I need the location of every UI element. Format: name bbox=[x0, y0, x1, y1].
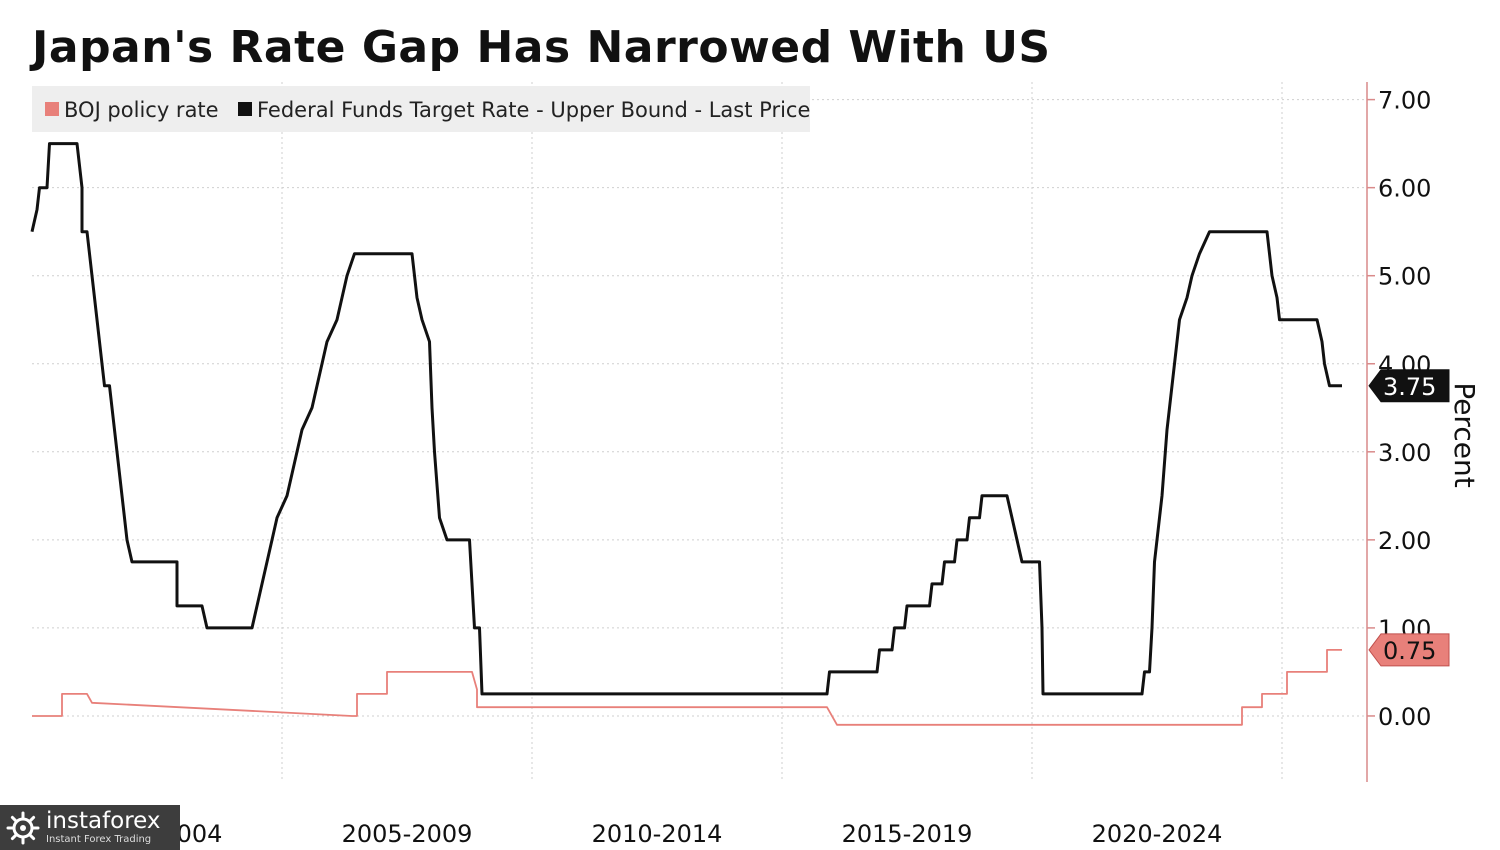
y-tick-label: 0.00 bbox=[1378, 703, 1431, 731]
chart-title: Japan's Rate Gap Has Narrowed With US bbox=[32, 22, 1051, 73]
y-tick-label: 7.00 bbox=[1378, 87, 1431, 115]
x-tick-label: 2005-2009 bbox=[342, 820, 473, 848]
x-axis-labels: 2000-20042005-20092010-20142015-20192020… bbox=[92, 820, 1223, 848]
grid-lines bbox=[32, 82, 1367, 782]
watermark-logo: instaforex Instant Forex Trading bbox=[0, 805, 180, 850]
last-value-badges: 0.75 3.75 bbox=[1368, 369, 1450, 667]
badge-value-boj: 0.75 bbox=[1383, 637, 1436, 665]
x-tick-label: 2015-2019 bbox=[842, 820, 973, 848]
y-axis: 0.001.002.003.004.005.006.007.00 bbox=[1366, 82, 1431, 782]
watermark-tagline: Instant Forex Trading bbox=[46, 834, 152, 845]
badge-fed bbox=[1368, 369, 1450, 403]
legend-background bbox=[32, 86, 810, 132]
instaforex-logo-icon bbox=[6, 811, 40, 844]
legend: BOJ policy rate Federal Funds Target Rat… bbox=[32, 86, 810, 132]
y-tick-label: 6.00 bbox=[1378, 175, 1431, 203]
legend-swatch-fed bbox=[238, 102, 252, 116]
y-tick-label: 3.00 bbox=[1378, 439, 1431, 467]
series-lines bbox=[30, 142, 1342, 726]
legend-label-boj: BOJ policy rate bbox=[64, 98, 219, 122]
x-tick-label: 2020-2024 bbox=[1092, 820, 1223, 848]
y-tick-label: 2.00 bbox=[1378, 527, 1431, 555]
badge-value-fed: 3.75 bbox=[1383, 373, 1436, 401]
y-tick-label: 5.00 bbox=[1378, 263, 1431, 291]
x-tick-label: 2010-2014 bbox=[592, 820, 723, 848]
y-axis-title: Percent bbox=[1448, 382, 1481, 487]
series-line-boj bbox=[32, 649, 1342, 726]
legend-label-fed: Federal Funds Target Rate - Upper Bound … bbox=[257, 98, 810, 122]
series-line-fed bbox=[30, 142, 1342, 696]
badge-boj bbox=[1368, 633, 1450, 667]
watermark-brand: instaforex bbox=[46, 808, 161, 834]
legend-swatch-boj bbox=[45, 102, 59, 116]
